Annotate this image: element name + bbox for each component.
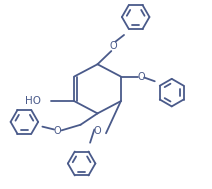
Text: HO: HO — [25, 96, 41, 106]
Text: O: O — [53, 126, 61, 136]
Text: O: O — [137, 72, 145, 81]
Text: O: O — [94, 126, 101, 136]
Text: O: O — [110, 41, 117, 51]
